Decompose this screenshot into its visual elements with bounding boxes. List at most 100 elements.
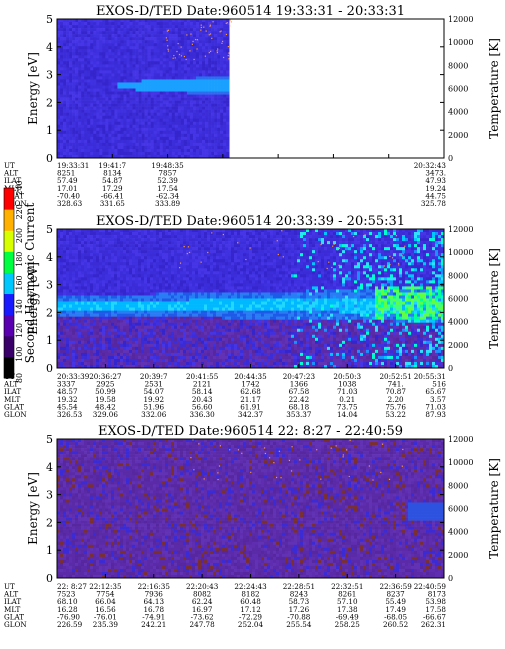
row-value: -68.05 bbox=[384, 612, 407, 621]
row-value: 17.12 bbox=[240, 605, 261, 614]
y2-tick-label: 12000 bbox=[448, 15, 473, 24]
row-value: 242.21 bbox=[141, 620, 166, 629]
row-value: 48.57 bbox=[57, 387, 78, 396]
row-value: 22:24:43 bbox=[234, 582, 267, 591]
row-value: 61.91 bbox=[240, 402, 261, 411]
row-value: -62.34 bbox=[156, 191, 179, 200]
row-label: GLAT bbox=[4, 402, 24, 411]
ephemeris-table: UT 22: 8:27 22:12:35 22:16:35 22:20:43 22:24:… bbox=[3, 582, 446, 629]
row-value: -74.91 bbox=[142, 612, 165, 621]
row-label: ALT bbox=[3, 590, 18, 599]
row-value: 252.04 bbox=[238, 620, 264, 629]
row-label: UT bbox=[4, 582, 15, 591]
row-label: UT bbox=[4, 161, 15, 170]
y-tick-label: 3 bbox=[46, 69, 53, 82]
y-tick-label: 0 bbox=[46, 362, 53, 375]
row-value: 2.20 bbox=[388, 395, 404, 404]
y-tick-label: 2 bbox=[46, 516, 53, 529]
row-value: 8182 bbox=[241, 590, 259, 599]
row-value: 19:48:35 bbox=[151, 161, 184, 170]
ephemeris-table: UT20:33:3920:36:2720:39:720:41:5520:44:3… bbox=[3, 372, 446, 419]
row-value: 17.26 bbox=[289, 605, 310, 614]
row-value: 19:41:7 bbox=[98, 161, 126, 170]
row-value: 22:32:51 bbox=[331, 582, 363, 591]
row-value: 64.13 bbox=[143, 597, 164, 606]
row-value: 57.49 bbox=[57, 176, 78, 185]
row-value: 7857 bbox=[158, 169, 177, 178]
row-value: 58.14 bbox=[192, 387, 213, 396]
row-value: 22: 8:27 bbox=[57, 582, 87, 591]
colorbar-tick-label: 240 bbox=[15, 180, 24, 195]
row-value: 21.17 bbox=[240, 395, 261, 404]
colorbar-tick-label: 180 bbox=[15, 252, 24, 267]
row-value: 7936 bbox=[145, 590, 164, 599]
panel-title: EXOS-D/TED Date:960514 22: 8:27 - 22:40:… bbox=[98, 424, 403, 439]
row-value: 3.57 bbox=[430, 395, 446, 404]
row-value: 8251 bbox=[57, 169, 75, 178]
y2-tick-label: 4000 bbox=[448, 318, 468, 327]
y-axis-label: Energy [eV] bbox=[26, 472, 40, 545]
row-value: 62.68 bbox=[240, 387, 261, 396]
row-value: 20:47:23 bbox=[283, 372, 316, 381]
row-value: 255.54 bbox=[286, 620, 312, 629]
y2-axis-label: Temperature [K] bbox=[487, 248, 501, 349]
row-value: -66.41 bbox=[101, 191, 124, 200]
row-value: 226.59 bbox=[57, 620, 83, 629]
row-value: -70.40 bbox=[57, 191, 80, 200]
heatmap-cells bbox=[57, 439, 445, 579]
row-value: 2531 bbox=[145, 380, 163, 389]
row-value: 70.87 bbox=[385, 387, 406, 396]
y-tick-label: 3 bbox=[46, 489, 53, 502]
row-value: 325.78 bbox=[421, 199, 447, 208]
row-value: 7754 bbox=[96, 590, 115, 599]
y2-tick-label: 10000 bbox=[448, 38, 473, 47]
row-value: 331.65 bbox=[100, 199, 126, 208]
row-value: 17.01 bbox=[57, 184, 78, 193]
row-value: 75.76 bbox=[385, 402, 406, 411]
y2-tick-label: 8000 bbox=[448, 271, 468, 280]
row-value: -69.49 bbox=[336, 612, 359, 621]
y2-tick-label: 6000 bbox=[448, 85, 468, 94]
y-axis-label: Energy [eV] bbox=[26, 52, 40, 125]
row-value: -76.01 bbox=[94, 612, 117, 621]
colorbar-tick-label: 100 bbox=[15, 347, 24, 362]
row-label: MLT bbox=[4, 605, 21, 614]
y-tick-label: 2 bbox=[46, 306, 53, 319]
row-value: 516 bbox=[432, 380, 446, 389]
colorbar-tick-label: 80 bbox=[15, 373, 24, 383]
y2-tick-label: 4000 bbox=[448, 528, 468, 537]
row-value: 8134 bbox=[103, 169, 122, 178]
colorbar-swatch bbox=[4, 230, 14, 252]
colorbar-swatch bbox=[4, 188, 14, 210]
row-value: 52.39 bbox=[157, 176, 178, 185]
row-value: 262.31 bbox=[421, 620, 446, 629]
row-value: 62.24 bbox=[192, 597, 213, 606]
row-value: 17.54 bbox=[157, 184, 178, 193]
row-value: 20:41:55 bbox=[186, 372, 219, 381]
row-value: 71.03 bbox=[337, 387, 358, 396]
row-value: 20:32:43 bbox=[414, 161, 447, 170]
row-value: 20:52:51 bbox=[379, 372, 411, 381]
row-value: 65.67 bbox=[425, 387, 446, 396]
row-value: 53.98 bbox=[425, 597, 446, 606]
colorbar-tick-label: 200 bbox=[15, 228, 24, 243]
y-tick-label: 0 bbox=[46, 572, 53, 585]
row-value: -72.29 bbox=[239, 612, 262, 621]
y2-tick-label: 0 bbox=[448, 364, 453, 373]
row-value: 260.52 bbox=[383, 620, 408, 629]
row-value: 22:20:43 bbox=[186, 582, 219, 591]
row-value: 17.49 bbox=[385, 605, 406, 614]
row-value: 20:44:35 bbox=[234, 372, 267, 381]
colorbar-swatch bbox=[4, 293, 14, 316]
heatmap-cells bbox=[57, 229, 445, 369]
y-tick-label: 1 bbox=[46, 334, 53, 347]
y-tick-label: 4 bbox=[46, 251, 53, 264]
row-value: 20.43 bbox=[192, 395, 213, 404]
row-value: 17.58 bbox=[425, 605, 446, 614]
row-value: 53.22 bbox=[385, 410, 406, 419]
panel-title: EXOS-D/TED Date:960514 20:33:39 - 20:55:… bbox=[96, 214, 405, 229]
plot-frame bbox=[56, 18, 445, 159]
row-value: 14.04 bbox=[337, 410, 358, 419]
row-value: 20:36:27 bbox=[89, 372, 122, 381]
